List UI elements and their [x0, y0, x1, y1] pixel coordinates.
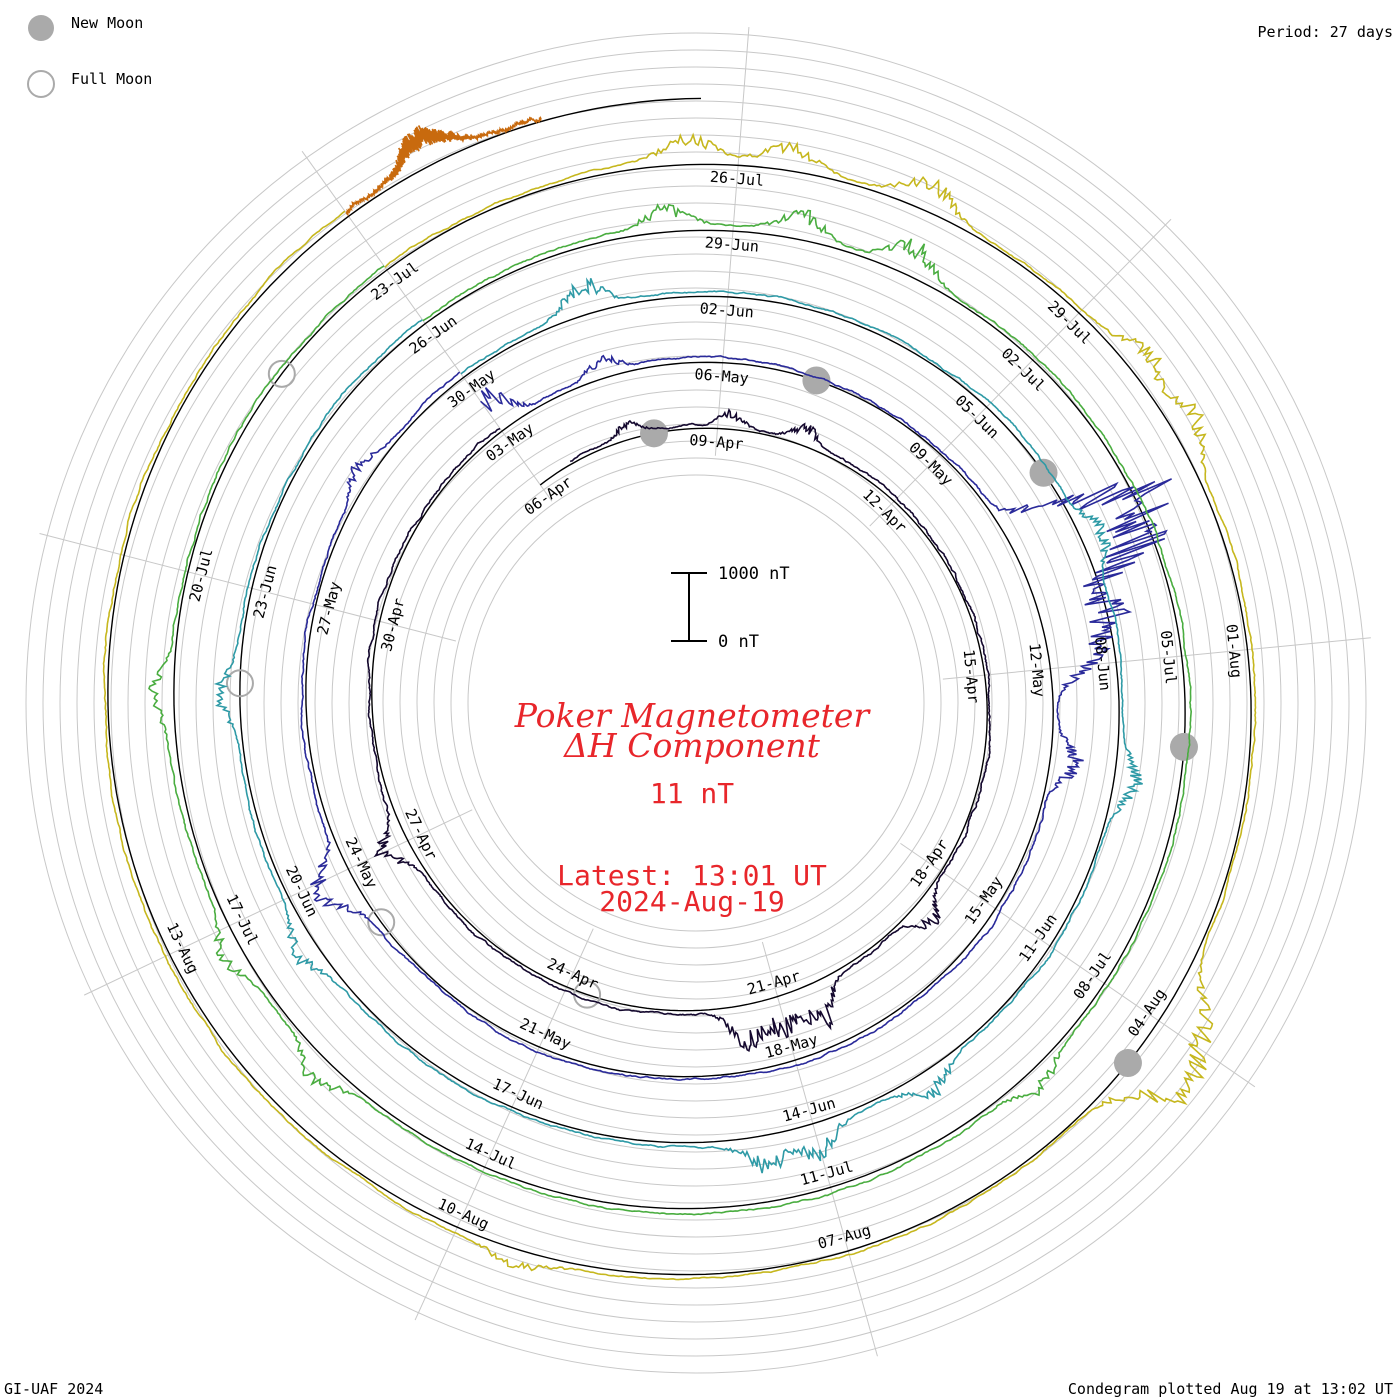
- date-label: 24-May: [342, 834, 382, 891]
- legend: New Moon Full Moon: [27, 14, 152, 98]
- grid-ring: [178, 185, 1214, 1221]
- date-label: 27-Apr: [401, 806, 441, 863]
- day-spoke: [942, 637, 1371, 680]
- legend-full-moon-label: Full Moon: [71, 70, 152, 88]
- baseline-spiral: [107, 97, 1252, 1276]
- grid-ring: [59, 66, 1333, 1340]
- grid-ring: [399, 406, 993, 1000]
- chart-title: Poker Magnetometer: [514, 696, 872, 735]
- grid-ring: [25, 32, 1367, 1374]
- new-moon-marker: [1029, 458, 1058, 487]
- date-label: 08-Jul: [1070, 948, 1116, 1003]
- date-label: 23-Jun: [250, 563, 281, 620]
- grid-ring: [93, 100, 1299, 1306]
- grid-ring: [365, 372, 1027, 1034]
- grid-ring: [433, 440, 959, 966]
- date-label: 08-Jun: [1091, 636, 1114, 692]
- date-label: 17-Jun: [490, 1074, 547, 1113]
- grid-ring: [331, 338, 1061, 1068]
- magnetometer-traces: [102, 115, 1257, 1281]
- chart-subtitle: ΔH Component: [562, 726, 821, 765]
- date-label: 02-Jun: [699, 299, 754, 321]
- trace-cycle-1: [366, 407, 992, 1053]
- date-label: 12-May: [1025, 642, 1048, 698]
- grid-ring: [314, 321, 1078, 1085]
- grid-ring: [382, 389, 1010, 1017]
- date-label: 06-May: [694, 365, 749, 387]
- scale-top-label: 1000 nT: [718, 564, 790, 584]
- plotted-label: Condegram plotted Aug 19 at 13:02 UT: [1068, 1380, 1393, 1398]
- day-spoke: [869, 218, 1172, 527]
- latest-time: Latest: 13:01 UT: [557, 859, 827, 892]
- baseline-spiral-line: [107, 97, 1252, 1276]
- trace-cycle-2: [300, 354, 1172, 1081]
- grid-ring: [246, 253, 1146, 1153]
- date-label: 20-Jul: [186, 547, 217, 604]
- date-label: 30-Apr: [377, 596, 408, 653]
- date-label: 14-Jun: [780, 1094, 837, 1126]
- radial-grid: [25, 32, 1367, 1374]
- day-spoke: [714, 27, 750, 456]
- full-moon-icon: [27, 70, 55, 98]
- scale-bar: 1000 nT 0 nT: [671, 564, 790, 652]
- new-moon-marker: [639, 419, 668, 448]
- grid-ring: [212, 219, 1180, 1187]
- date-label: 11-Jun: [1015, 910, 1061, 965]
- date-label: 15-May: [961, 873, 1007, 928]
- grid-ring: [161, 168, 1231, 1238]
- day-spoke: [414, 928, 594, 1321]
- grid-ring: [467, 474, 925, 932]
- date-label: 07-Aug: [816, 1221, 873, 1253]
- date-label: 05-Jul: [1157, 630, 1180, 686]
- legend-new-moon-label: New Moon: [71, 14, 143, 32]
- full-moon-marker: [367, 908, 396, 937]
- date-label: 26-Jul: [709, 168, 764, 190]
- new-moon-icon: [28, 15, 54, 41]
- new-moon-marker: [802, 366, 831, 395]
- grid-ring: [229, 236, 1163, 1170]
- day-spoke: [301, 150, 553, 502]
- date-label: 09-Apr: [689, 431, 744, 453]
- grid-ring: [42, 49, 1350, 1357]
- latest-date: 2024-Aug-19: [599, 885, 784, 918]
- date-label: 11-Jul: [798, 1157, 855, 1189]
- day-spoke: [761, 941, 878, 1357]
- grid-ring: [280, 287, 1112, 1119]
- grid-ring: [297, 304, 1095, 1102]
- current-value: 11 nT: [650, 777, 734, 810]
- full-moon-marker: [267, 359, 296, 388]
- full-moon-marker: [225, 669, 254, 698]
- grid-ring: [450, 457, 942, 949]
- new-moon-marker: [1169, 732, 1198, 761]
- period-label: Period: 27 days: [1258, 23, 1393, 41]
- date-label: 01-Aug: [1222, 623, 1245, 679]
- grid-ring: [127, 134, 1265, 1272]
- date-label: 17-Jul: [222, 891, 262, 948]
- trace-cycle-4: [148, 203, 1193, 1216]
- date-label: 21-May: [517, 1014, 574, 1053]
- date-label: 13-Aug: [163, 920, 203, 977]
- trace-cycle-6: [345, 115, 542, 217]
- scale-bottom-label: 0 nT: [718, 632, 759, 652]
- date-label: 18-May: [763, 1030, 820, 1062]
- grid-ring: [144, 151, 1248, 1255]
- date-label: 24-Apr: [544, 954, 601, 993]
- date-label: 29-Jun: [704, 233, 759, 255]
- credit-label: GI-UAF 2024: [4, 1380, 103, 1398]
- grid-ring: [263, 270, 1129, 1136]
- new-moon-marker: [1113, 1049, 1142, 1078]
- grid-ring: [110, 117, 1282, 1289]
- grid-ring: [195, 202, 1197, 1204]
- trace-cycle-5: [102, 132, 1257, 1281]
- trace-cycle-3: [213, 277, 1143, 1174]
- date-label: 15-Apr: [960, 649, 983, 705]
- grid-ring: [76, 83, 1316, 1323]
